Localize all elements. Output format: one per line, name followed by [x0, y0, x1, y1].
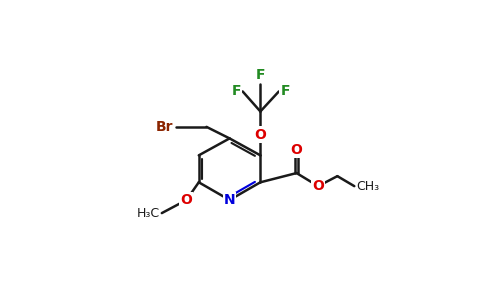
Text: Br: Br: [156, 120, 173, 134]
Text: CH₃: CH₃: [356, 180, 379, 193]
Text: O: O: [255, 128, 266, 142]
Text: N: N: [224, 193, 235, 207]
Text: H₃C: H₃C: [137, 207, 160, 220]
Text: F: F: [256, 68, 265, 82]
Text: O: O: [290, 143, 302, 157]
Text: O: O: [312, 179, 324, 193]
Text: F: F: [232, 84, 241, 98]
Text: O: O: [181, 193, 192, 207]
Text: F: F: [280, 84, 290, 98]
